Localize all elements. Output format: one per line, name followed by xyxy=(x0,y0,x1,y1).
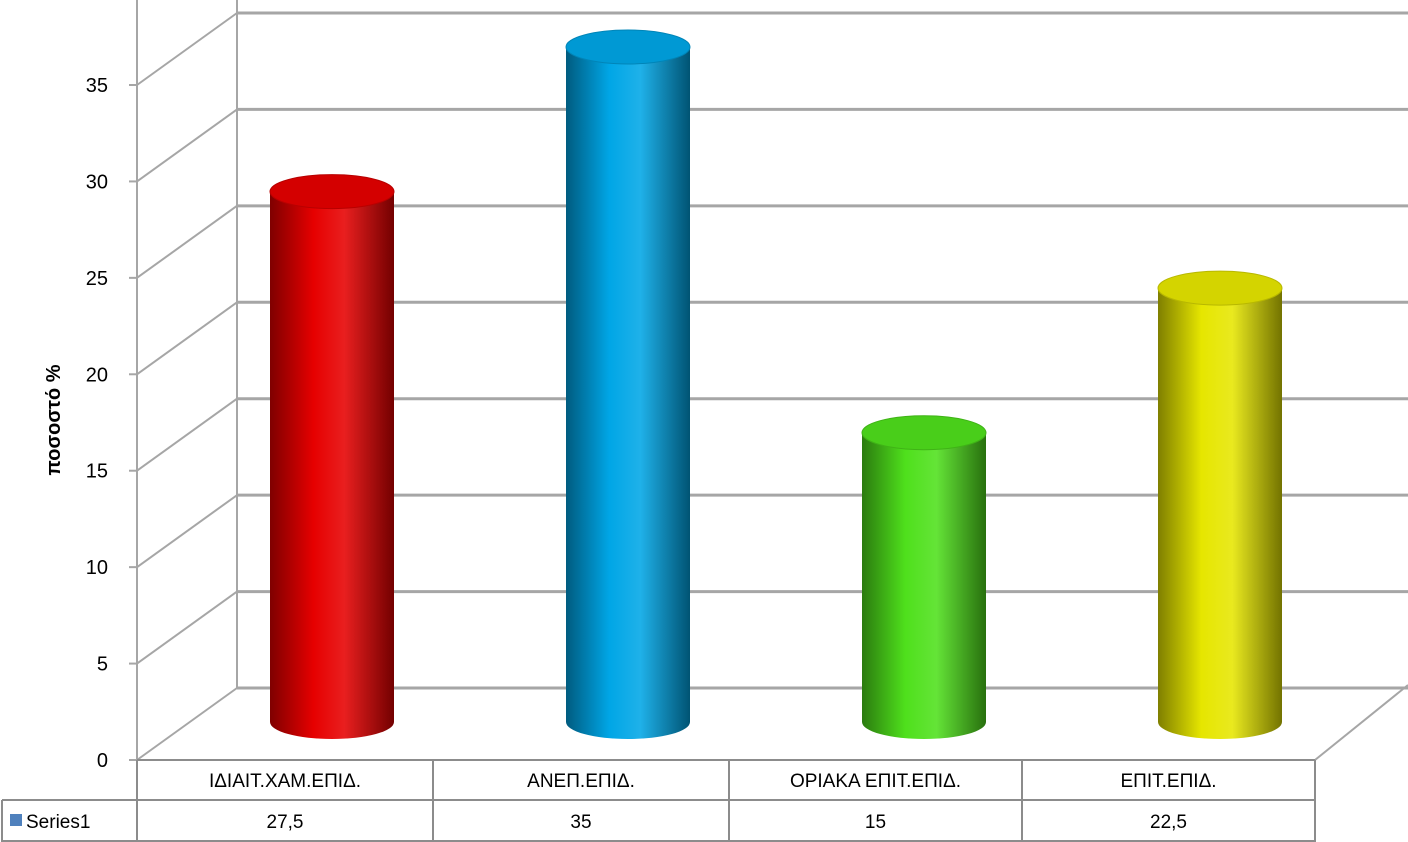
data-value-label: 27,5 xyxy=(267,812,304,833)
bar-body xyxy=(566,47,690,739)
y-tick-label: 10 xyxy=(86,557,108,579)
legend-swatch xyxy=(10,814,22,826)
x-category-label: ΑΝΕΠ.ΕΠΙΔ. xyxy=(527,771,635,792)
y-tick-label: 5 xyxy=(97,654,108,676)
y-axis-label: ποσοστό % xyxy=(43,364,65,475)
data-table: ΙΔΙΑΙΤ.ΧΑΜ.ΕΠΙΔ. 27,5 ΑΝΕΠ.ΕΠΙΔ. 35 ΟΡΙΑΚΑ Ε… xyxy=(1,759,1316,842)
bar-3 xyxy=(861,415,987,739)
bar-body xyxy=(1158,288,1282,739)
bar-2 xyxy=(565,29,691,739)
gridline-side xyxy=(136,108,238,183)
gridline-side xyxy=(136,397,238,472)
y-axis: 0 5 10 15 20 25 30 35 xyxy=(86,0,138,772)
bar-body xyxy=(862,432,986,739)
bar-body xyxy=(270,191,394,740)
floor-right-edge xyxy=(1314,684,1408,761)
y-tick-label: 20 xyxy=(86,364,108,386)
gridline-side xyxy=(136,494,238,568)
y-tick-label: 25 xyxy=(86,268,108,290)
bar-top xyxy=(861,415,987,451)
gridline-side xyxy=(136,205,238,279)
gridline-side xyxy=(136,301,238,376)
y-tick-label: 35 xyxy=(86,75,108,97)
y-tick-label: 30 xyxy=(86,171,108,193)
gridline-side xyxy=(136,12,238,86)
x-category-label: ΕΠΙΤ.ΕΠΙΔ. xyxy=(1120,771,1216,792)
bar-top xyxy=(269,174,395,210)
y-tick-label: 15 xyxy=(86,461,108,483)
bar-top xyxy=(1157,270,1283,306)
y-tick-label: 0 xyxy=(97,750,108,772)
bars xyxy=(269,29,1283,740)
bar-4 xyxy=(1157,270,1283,739)
data-value-label: 35 xyxy=(570,812,591,833)
bar-1 xyxy=(269,174,395,740)
gridline-side xyxy=(136,687,238,761)
bar-top xyxy=(565,29,691,65)
gridline-side xyxy=(136,590,238,665)
data-value-label: 15 xyxy=(865,812,886,833)
legend-series-name: Series1 xyxy=(26,812,90,833)
x-category-label: ΙΔΙΑΙΤ.ΧΑΜ.ΕΠΙΔ. xyxy=(209,771,361,792)
x-category-label: ΟΡΙΑΚΑ ΕΠΙΤ.ΕΠΙΔ. xyxy=(790,771,961,792)
data-value-label: 22,5 xyxy=(1150,812,1187,833)
